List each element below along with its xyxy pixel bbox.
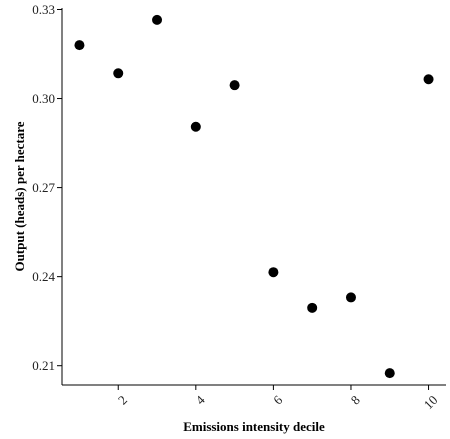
- data-point: [229, 80, 240, 91]
- y-tick-label: 0.27: [32, 180, 55, 195]
- y-tick-label: 0.30: [32, 91, 55, 106]
- data-point: [74, 40, 85, 51]
- data-point: [268, 267, 279, 278]
- x-tick-label: 6: [270, 392, 286, 408]
- data-point: [152, 14, 163, 25]
- x-axis-title: Emissions intensity decile: [183, 419, 325, 434]
- data-point: [423, 74, 434, 85]
- data-point: [345, 292, 356, 303]
- y-tick-label: 0.21: [32, 358, 55, 373]
- y-tick-label: 0.24: [32, 269, 55, 284]
- x-tick-label: 2: [115, 392, 130, 407]
- data-point: [113, 68, 124, 79]
- data-points: [74, 14, 434, 379]
- y-axis-ticks: 0.21 0.24 0.27 0.30 0.33: [32, 2, 62, 373]
- x-tick-label: 8: [348, 392, 363, 407]
- data-point: [307, 302, 318, 313]
- x-axis-ticks: 2 4 6 8 10: [115, 385, 441, 412]
- data-point: [190, 121, 201, 132]
- y-tick-label: 0.33: [32, 2, 55, 17]
- y-axis-title: Output (heads) per hectare: [12, 121, 27, 271]
- data-point: [384, 368, 395, 379]
- x-tick-label: 4: [193, 392, 209, 408]
- x-tick-label: 10: [421, 392, 441, 412]
